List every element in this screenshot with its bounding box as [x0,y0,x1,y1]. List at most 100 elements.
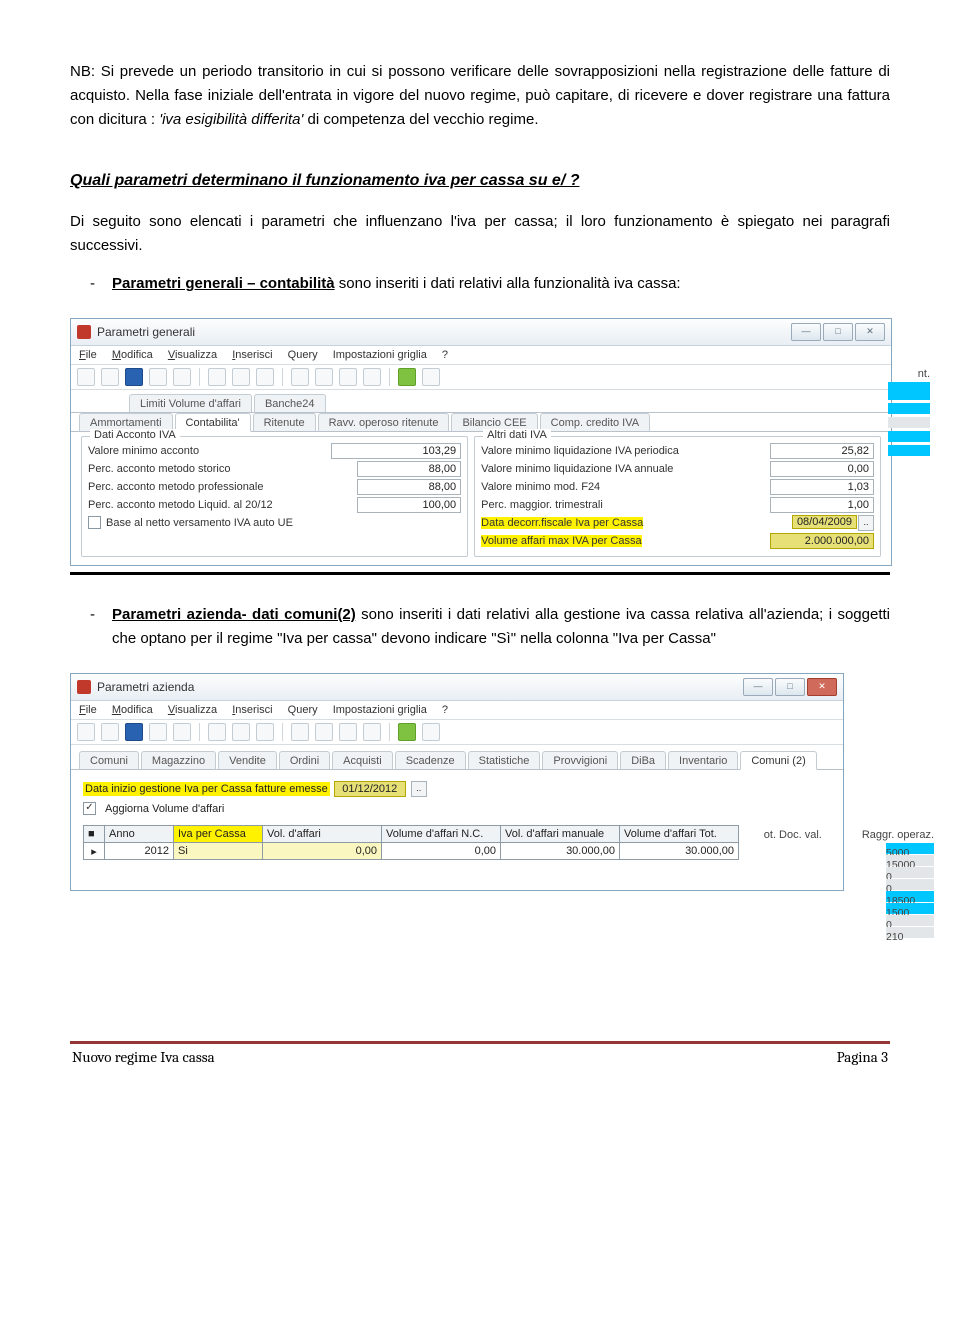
tab-comuni[interactable]: Comuni [79,751,139,770]
val-min-acconto[interactable]: 103,29 [331,443,461,459]
new-icon[interactable] [77,368,95,386]
tab-banche24[interactable]: Banche24 [254,394,326,413]
tab-ordini[interactable]: Ordini [279,751,330,770]
grid2-icon[interactable] [232,723,250,741]
nav-first-icon[interactable] [291,723,309,741]
nav-last-icon[interactable] [363,368,381,386]
grid-row[interactable]: ▸ 2012 Si 0,00 0,00 30.000,00 30.000,00 [84,843,739,860]
tab-scadenze[interactable]: Scadenze [395,751,466,770]
refresh-icon[interactable] [173,368,191,386]
minimize-button[interactable]: — [743,678,773,696]
col-anno[interactable]: Anno [105,826,174,843]
grid3-icon[interactable] [256,723,274,741]
menu-modifica[interactable]: Modifica [112,704,153,716]
grid-icon[interactable] [208,368,226,386]
grid3-icon[interactable] [256,368,274,386]
date-picker-icon[interactable]: .. [411,781,427,797]
nav-prev-icon[interactable] [315,368,333,386]
nb-paragraph: NB: Si prevede un periodo transitorio in… [70,60,890,132]
tab-magazzino[interactable]: Magazzino [141,751,216,770]
panel-altri-dati: Altri dati IVA Valore minimo liquidazion… [474,436,881,557]
nav-prev-icon[interactable] [315,723,333,741]
label-data-inizio: Data inizio gestione Iva per Cassa fattu… [83,782,330,796]
grid-icon[interactable] [208,723,226,741]
menu-query[interactable]: Query [288,704,318,716]
nav-next-icon[interactable] [339,723,357,741]
close-button[interactable]: ✕ [807,678,837,696]
tab-limiti[interactable]: Limiti Volume d'affari [129,394,252,413]
maximize-button[interactable]: □ [823,323,853,341]
delete-icon[interactable] [149,723,167,741]
save-icon[interactable] [125,723,143,741]
open-icon[interactable] [101,368,119,386]
val-f24[interactable]: 1,03 [770,479,874,495]
menu-query[interactable]: Query [288,349,318,361]
grid2-icon[interactable] [232,368,250,386]
col-marker: ■ [84,826,105,843]
col-ivapercassa[interactable]: Iva per Cassa [174,826,263,843]
nav-last-icon[interactable] [363,723,381,741]
toolbar [71,720,843,745]
vol-affari-max[interactable]: 2.000.000,00 [770,533,874,549]
tab-ritenute[interactable]: Ritenute [253,413,316,432]
nav-first-icon[interactable] [291,368,309,386]
menu-help[interactable]: ? [442,349,448,361]
date-picker-icon[interactable]: .. [858,515,874,531]
perc-liquid[interactable]: 100,00 [357,497,461,513]
menu-inserisci[interactable]: Inserisci [232,704,272,716]
perc-storico[interactable]: 88,00 [357,461,461,477]
data-decorr[interactable]: 08/04/2009 [792,515,857,529]
divider [70,572,890,575]
maximize-button[interactable]: □ [775,678,805,696]
tab-comp-credito[interactable]: Comp. credito IVA [540,413,650,432]
menubar: File Modifica Visualizza Inserisci Query… [71,346,891,365]
app-icon [77,325,91,339]
menu-impostazioni[interactable]: Impostazioni griglia [333,349,427,361]
open-icon[interactable] [101,723,119,741]
val-perc-trim[interactable]: 1,00 [770,497,874,513]
tab-acquisti[interactable]: Acquisti [332,751,393,770]
tab-provvigioni[interactable]: Provvigioni [542,751,618,770]
refresh-icon[interactable] [173,723,191,741]
tab-comuni2[interactable]: Comuni (2) [740,751,816,770]
tab-vendite[interactable]: Vendite [218,751,277,770]
chk-aggiorna[interactable] [83,802,96,815]
menu-file[interactable]: File [79,349,97,361]
tab-contabilita[interactable]: Contabilita' [175,413,251,432]
val-liq-periodica[interactable]: 25,82 [770,443,874,459]
col-vol-man[interactable]: Vol. d'affari manuale [501,826,620,843]
chk-base-netto[interactable] [88,516,101,529]
phone-icon[interactable] [398,368,416,386]
tab-ravv[interactable]: Ravv. operoso ritenute [318,413,450,432]
save-icon[interactable] [125,368,143,386]
menubar: File Modifica Visualizza Inserisci Query… [71,701,843,720]
tab-statistiche[interactable]: Statistiche [468,751,541,770]
menu-file[interactable]: File [79,704,97,716]
delete-icon[interactable] [149,368,167,386]
col-vol-affari[interactable]: Vol. d'affari [263,826,382,843]
intro-paragraph: Di seguito sono elencati i parametri che… [70,210,890,258]
col-vol-tot[interactable]: Volume d'affari Tot. [620,826,739,843]
menu-visualizza[interactable]: Visualizza [168,704,217,716]
phone-icon[interactable] [398,723,416,741]
menu-visualizza[interactable]: Visualizza [168,349,217,361]
chk-aggiorna-label: Aggiorna Volume d'affari [105,803,224,815]
menu-help[interactable]: ? [442,704,448,716]
menu-impostazioni[interactable]: Impostazioni griglia [333,704,427,716]
val-liq-annuale[interactable]: 0,00 [770,461,874,477]
tab-inventario[interactable]: Inventario [668,751,738,770]
col-vol-nc[interactable]: Volume d'affari N.C. [382,826,501,843]
menu-modifica[interactable]: Modifica [112,349,153,361]
grid-volume-affari: ■ Anno Iva per Cassa Vol. d'affari Volum… [83,825,739,860]
help-icon[interactable] [422,368,440,386]
help-icon[interactable] [422,723,440,741]
menu-inserisci[interactable]: Inserisci [232,349,272,361]
nav-next-icon[interactable] [339,368,357,386]
data-inizio-input[interactable]: 01/12/2012 [334,781,406,797]
new-icon[interactable] [77,723,95,741]
perc-professionale[interactable]: 88,00 [357,479,461,495]
close-button[interactable]: ✕ [855,323,885,341]
background-grid-rows: 5000 15000 0 0 18500 1500 0 210 [886,843,934,939]
minimize-button[interactable]: — [791,323,821,341]
tab-diba[interactable]: DiBa [620,751,666,770]
